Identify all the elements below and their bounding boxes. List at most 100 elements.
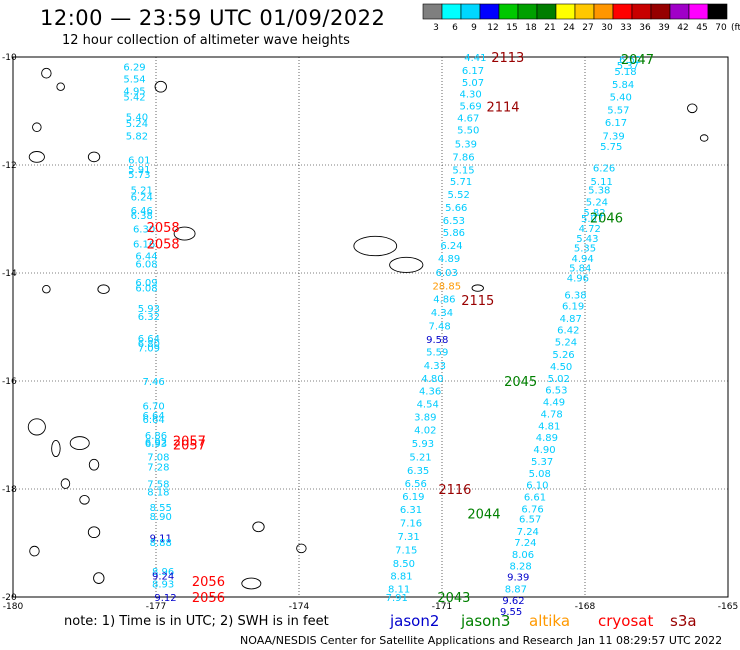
- wave-height-label: 5.50: [457, 125, 479, 136]
- wave-height-label: 5.75: [600, 142, 622, 153]
- wave-height-label: 5.82: [126, 131, 148, 142]
- wave-height-label: 6.19: [402, 492, 424, 503]
- wave-height-label: 7.16: [400, 518, 422, 529]
- wave-height-label: 6.52: [619, 55, 641, 66]
- wave-height-label: 5.21: [409, 453, 431, 464]
- wave-height-label: 5.40: [126, 112, 148, 123]
- island-outline: [252, 521, 265, 533]
- pass-number-label: 2115: [461, 294, 494, 309]
- wave-height-label: 6.01: [128, 156, 150, 167]
- wave-height-label: 5.18: [614, 67, 636, 78]
- wave-height-label: 6.30: [133, 225, 155, 236]
- wave-height-label: 8.06: [512, 550, 534, 561]
- wave-height-label: 5.37: [617, 61, 639, 72]
- wave-height-label: 6.03: [436, 268, 458, 279]
- wave-height-label: 5.15: [452, 165, 474, 176]
- wave-height-label: 7.24: [517, 527, 539, 538]
- legend-s3a: s3a: [670, 612, 697, 630]
- wave-height-label: 4.78: [541, 409, 563, 420]
- island-outline: [389, 256, 424, 273]
- wave-height-label: 8.18: [147, 488, 169, 499]
- wave-height-label: 6.19: [562, 301, 584, 312]
- wave-height-label: 9.12: [154, 593, 176, 604]
- wave-height-label: 8.88: [150, 538, 172, 549]
- wave-height-label: 5.24: [555, 338, 577, 349]
- colorbar-tick-label: 12: [487, 23, 498, 33]
- wave-height-label: 8.55: [150, 503, 172, 514]
- wave-height-label: 6.29: [123, 63, 145, 74]
- wave-height-label: 4.72: [579, 224, 601, 235]
- wave-height-label: 5.02: [548, 374, 570, 385]
- wave-height-label: 7.24: [514, 538, 536, 549]
- wave-height-label: 8.90: [150, 512, 172, 523]
- pass-number-label: 2045: [504, 375, 537, 390]
- island-outline: [42, 284, 51, 294]
- island-outline: [69, 436, 90, 451]
- wave-height-label: 6.17: [605, 118, 627, 129]
- wave-height-label: 7.28: [147, 462, 169, 473]
- page-subtitle: 12 hour collection of altimeter wave hei…: [62, 33, 350, 48]
- wave-height-label: 6.26: [593, 164, 615, 175]
- wave-height-label: 4.89: [536, 433, 558, 444]
- wave-height-label: 4.87: [560, 314, 582, 325]
- wave-height-label: 4.81: [538, 421, 560, 432]
- wave-height-label: 8.93: [152, 580, 174, 591]
- lon-tick-label: -171: [432, 602, 452, 612]
- wave-height-label: 5.21: [131, 185, 153, 196]
- wave-height-label: 5.86: [443, 228, 465, 239]
- island-outline: [241, 577, 262, 590]
- wave-height-label: 9.24: [152, 571, 174, 582]
- wave-height-label: 5.24: [586, 198, 608, 209]
- wave-height-label: 5.07: [462, 78, 484, 89]
- wave-height-label: 4.95: [123, 86, 145, 97]
- wave-height-label: 8.11: [388, 584, 410, 595]
- pass-number-label: 2116: [438, 483, 471, 498]
- wave-height-label: 6.10: [526, 481, 548, 492]
- wave-height-label: 5.07: [581, 214, 603, 225]
- island-outline: [87, 151, 101, 163]
- pass-number-label: 2046: [590, 211, 623, 226]
- wave-height-label: 5.93: [138, 304, 160, 315]
- lat-tick-label: -12: [2, 161, 17, 171]
- wave-height-label: 5.73: [128, 170, 150, 181]
- colorbar-tick-label: 42: [677, 23, 688, 33]
- wave-height-label: 4.33: [424, 361, 446, 372]
- pass-number-label: 2043: [437, 591, 470, 606]
- wave-height-label: 8.87: [505, 584, 527, 595]
- pass-number-label: 2044: [467, 507, 500, 522]
- island-outline: [60, 478, 71, 489]
- pass-number-label: 2058: [147, 221, 180, 236]
- wave-height-label: 4.67: [457, 113, 479, 124]
- wave-height-label: 6.57: [519, 515, 541, 526]
- lat-tick-label: -10: [2, 53, 17, 63]
- units-note: note: 1) Time is in UTC; 2) SWH is in fe…: [64, 614, 329, 629]
- wave-height-label: 7.58: [147, 480, 169, 491]
- credit-right: Jan 11 08:29:57 UTC 2022: [578, 634, 723, 647]
- colorbar-tick-label: 30: [601, 23, 613, 33]
- island-outline: [87, 526, 101, 539]
- wave-height-label: 4.94: [571, 254, 593, 265]
- wave-height-label: 6.56: [405, 479, 427, 490]
- wave-height-label: 7.09: [138, 344, 160, 355]
- wave-height-label: 5.84: [612, 80, 634, 91]
- wave-height-label: 4.96: [567, 273, 589, 284]
- wave-height-label: 6.32: [138, 312, 160, 323]
- colorbar-tick-label: 45: [696, 23, 707, 33]
- wave-height-label: 5.71: [450, 177, 472, 188]
- legend-jason3: jason3: [461, 612, 511, 630]
- wave-height-label: 6.64: [138, 334, 160, 345]
- island-outline: [353, 235, 398, 257]
- island-outline: [173, 226, 196, 241]
- wave-height-label: 6.38: [131, 211, 153, 222]
- wave-height-label: 4.80: [421, 374, 443, 385]
- wave-height-label: 7.15: [395, 545, 417, 556]
- pass-number-label: 2056: [192, 575, 225, 590]
- wave-height-label: 6.16: [133, 239, 155, 250]
- island-outline: [41, 67, 52, 79]
- wave-height-label: 4.90: [533, 445, 555, 456]
- island-outline: [97, 284, 110, 294]
- colorbar-tick-label: 36: [639, 23, 651, 33]
- wave-height-label: 9.58: [426, 335, 448, 346]
